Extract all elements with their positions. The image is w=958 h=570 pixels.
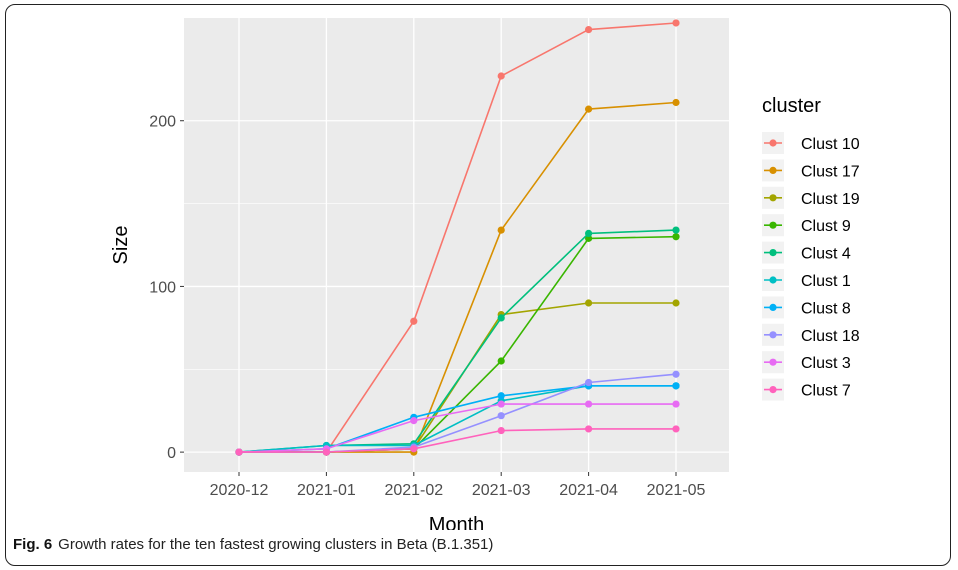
x-tick-label: 2021-03 bbox=[472, 482, 531, 499]
data-point-clust-8 bbox=[497, 392, 505, 400]
legend-key-point bbox=[769, 166, 777, 174]
legend-entry-clust-7: Clust 7 bbox=[762, 378, 851, 401]
data-point-clust-17 bbox=[672, 98, 680, 107]
data-point-clust-9 bbox=[497, 357, 505, 365]
legend-entry-clust-3: Clust 3 bbox=[762, 351, 851, 374]
legend-label: Clust 1 bbox=[801, 273, 851, 290]
x-tick-label: 2021-01 bbox=[297, 482, 356, 499]
legend-entry-clust-1: Clust 1 bbox=[762, 269, 851, 291]
data-point-clust-10 bbox=[585, 25, 593, 34]
legend: Clust 10 Clust 17 Clust 19 Clust 9 Clust 4 Cl… bbox=[762, 132, 860, 401]
data-point-clust-4 bbox=[585, 229, 593, 238]
series-line-clust-3 bbox=[238, 403, 676, 453]
y-tick-label: 200 bbox=[149, 114, 176, 131]
x-tick-label: 2021-04 bbox=[559, 482, 618, 499]
legend-label: Clust 3 bbox=[801, 355, 851, 372]
grid-layer bbox=[184, 18, 729, 472]
legend-key-point bbox=[769, 194, 777, 202]
data-point-clust-17 bbox=[497, 226, 505, 234]
data-point-clust-17 bbox=[585, 105, 593, 113]
legend-label: Clust 10 bbox=[801, 136, 860, 153]
data-point-clust-7 bbox=[235, 448, 243, 456]
legend-entry-clust-10: Clust 10 bbox=[762, 132, 860, 154]
data-point-clust-10 bbox=[497, 72, 505, 80]
series-line-clust-7 bbox=[239, 428, 676, 453]
legend-entry-clust-17: Clust 17 bbox=[762, 159, 860, 182]
plot-panel bbox=[184, 18, 729, 472]
x-axis-title: Month bbox=[429, 514, 485, 530]
data-point-clust-7 bbox=[497, 426, 505, 435]
series-clust-7 bbox=[235, 425, 680, 456]
legend-key-point bbox=[769, 331, 777, 339]
data-point-clust-10 bbox=[672, 19, 680, 27]
legend-title: cluster bbox=[762, 95, 821, 117]
data-point-clust-3 bbox=[585, 400, 593, 408]
data-point-clust-9 bbox=[672, 233, 680, 241]
line-chart: 0 100 200 2020-12 2021-01 2021-02 2021-03 2021… bbox=[110, 18, 860, 530]
legend-key-point bbox=[769, 221, 777, 229]
data-point-clust-10 bbox=[410, 317, 418, 325]
data-point-clust-7 bbox=[410, 445, 418, 453]
y-axis-title: Size bbox=[110, 226, 132, 265]
y-tick-label: 0 bbox=[167, 445, 176, 462]
legend-entry-clust-8: Clust 8 bbox=[762, 296, 851, 319]
y-tick-label: 100 bbox=[149, 279, 176, 296]
data-point-clust-4 bbox=[497, 314, 505, 322]
legend-label: Clust 7 bbox=[801, 383, 851, 400]
legend-entry-clust-18: Clust 18 bbox=[762, 323, 860, 346]
legend-key-point bbox=[769, 358, 777, 366]
legend-label: Clust 8 bbox=[801, 300, 851, 317]
legend-entry-clust-19: Clust 19 bbox=[762, 186, 860, 209]
legend-label: Clust 4 bbox=[801, 246, 851, 263]
data-point-clust-4 bbox=[672, 226, 680, 234]
data-point-clust-9 bbox=[585, 234, 593, 242]
data-point-clust-19 bbox=[585, 299, 593, 307]
legend-key-point bbox=[769, 276, 777, 284]
legend-key-point bbox=[769, 139, 777, 147]
x-tick-label: 2021-02 bbox=[384, 482, 443, 499]
data-point-clust-3 bbox=[497, 400, 505, 408]
x-axis-ticks: 2020-12 2021-01 2021-02 2021-03 2021-04 2021-… bbox=[210, 472, 706, 499]
data-point-clust-3 bbox=[410, 417, 418, 425]
x-tick-label: 2021-05 bbox=[647, 482, 706, 499]
data-point-clust-7 bbox=[672, 425, 680, 433]
data-point-clust-18 bbox=[497, 412, 505, 420]
legend-entry-clust-4: Clust 4 bbox=[762, 241, 851, 264]
caption-label: Fig. 6 bbox=[13, 536, 53, 553]
legend-label: Clust 9 bbox=[801, 218, 851, 235]
data-point-clust-3 bbox=[672, 400, 680, 408]
legend-key-point bbox=[769, 303, 777, 311]
caption-text: Growth rates for the ten fastest growing… bbox=[58, 536, 494, 553]
data-point-clust-18 bbox=[672, 370, 680, 378]
figure-frame bbox=[5, 4, 951, 566]
y-axis-ticks: 0 100 200 bbox=[149, 114, 184, 462]
legend-label: Clust 18 bbox=[801, 328, 860, 345]
data-point-clust-7 bbox=[322, 448, 330, 456]
data-point-clust-19 bbox=[672, 299, 680, 307]
legend-label: Clust 19 bbox=[801, 191, 860, 208]
legend-key-point bbox=[769, 386, 777, 394]
data-point-clust-18 bbox=[585, 378, 593, 387]
legend-key-point bbox=[769, 249, 777, 257]
data-point-clust-7 bbox=[585, 425, 593, 433]
figure-caption: Fig. 6 Growth rates for the ten fastest g… bbox=[13, 536, 493, 553]
x-tick-label: 2020-12 bbox=[210, 482, 269, 499]
data-point-clust-8 bbox=[672, 382, 680, 390]
series-layer bbox=[235, 19, 680, 456]
legend-entry-clust-9: Clust 9 bbox=[762, 214, 851, 237]
legend-label: Clust 17 bbox=[801, 163, 860, 180]
